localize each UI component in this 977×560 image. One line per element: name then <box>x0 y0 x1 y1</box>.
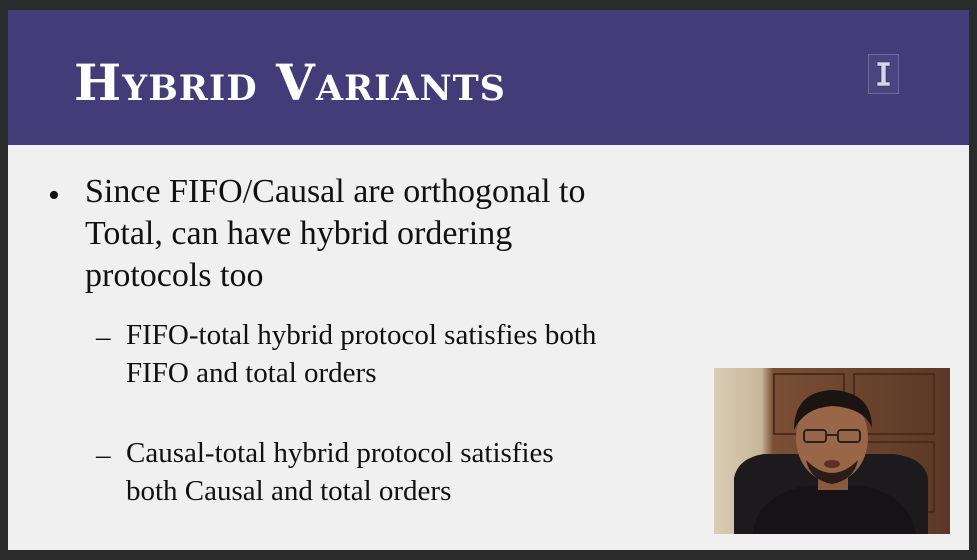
bullet-text: Since FIFO/Causal are orthogonal to Tota… <box>85 173 586 294</box>
university-logo-icon <box>868 54 899 94</box>
bullet-marker: • <box>48 177 60 214</box>
presenter-webcam <box>714 368 950 534</box>
slide: Hybrid Variants • Since FIFO/Causal are … <box>8 10 969 550</box>
slide-header: Hybrid Variants <box>8 10 969 145</box>
presenter-image <box>714 368 950 534</box>
sub-bullet-text: Causal-total hybrid protocol satisfies b… <box>126 437 554 507</box>
bottom-bar <box>0 550 977 560</box>
sub-bullet-marker: – <box>96 439 111 471</box>
slide-body: • Since FIFO/Causal are orthogonal to To… <box>8 145 969 550</box>
sub-bullet-marker: – <box>96 321 111 353</box>
slide-title: Hybrid Variants <box>74 53 506 112</box>
sub-bullet-text: FIFO-total hybrid protocol satisfies bot… <box>126 319 597 389</box>
